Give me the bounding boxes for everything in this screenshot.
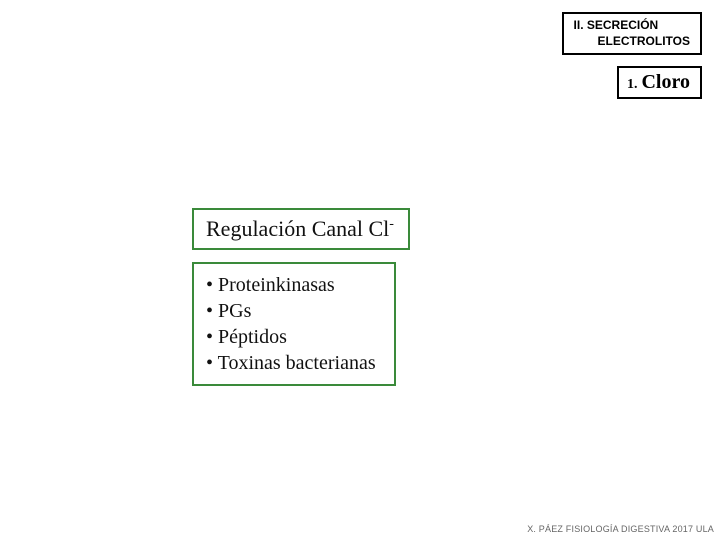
section-header-line1: II. SECRECIÓN xyxy=(574,18,690,34)
content-title-box: Regulación Canal Cl- xyxy=(192,208,410,250)
subsection-title: Cloro xyxy=(641,71,690,93)
list-item: • Péptidos xyxy=(206,324,376,350)
list-item: • Proteinkinasas xyxy=(206,272,376,298)
content-title-text: Regulación Canal Cl xyxy=(206,216,389,241)
content-list-box: • Proteinkinasas • PGs • Péptidos • Toxi… xyxy=(192,262,396,386)
list-item: • Toxinas bacterianas xyxy=(206,350,376,376)
subsection-number: 1. xyxy=(627,77,638,92)
content-title-sup: - xyxy=(389,217,394,232)
slide-footer: X. PÁEZ FISIOLOGÍA DIGESTIVA 2017 ULA xyxy=(527,524,714,534)
subsection-box: 1. Cloro xyxy=(617,66,702,99)
section-header-box: II. SECRECIÓN ELECTROLITOS xyxy=(562,12,702,55)
list-item: • PGs xyxy=(206,298,376,324)
section-header-line2: ELECTROLITOS xyxy=(574,34,690,50)
